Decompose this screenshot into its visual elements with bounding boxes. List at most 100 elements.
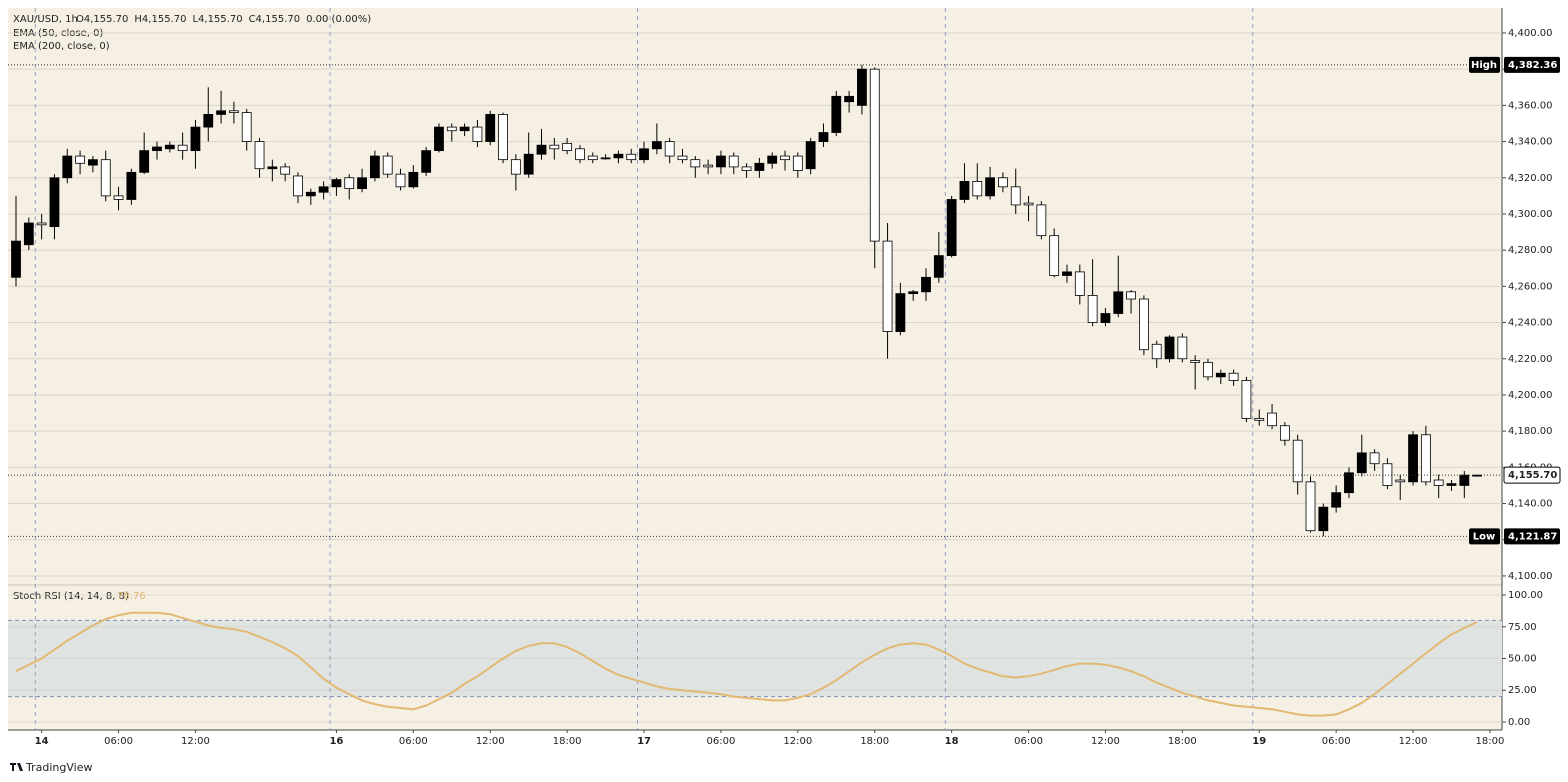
y-tick-label: 75.00 [1508, 622, 1537, 633]
candle-body [1267, 412, 1277, 427]
candle-body [318, 186, 329, 193]
marker-value: 4,121.87 [1508, 531, 1557, 542]
x-tick-label: 14 [35, 736, 49, 747]
candle-body [818, 132, 829, 142]
candle-body [1126, 291, 1136, 300]
y-tick-label: 4,400.00 [1508, 28, 1553, 39]
candle-body [36, 222, 47, 226]
candle-body [1459, 474, 1470, 486]
x-tick-label: 18:00 [1168, 736, 1197, 747]
ohlc-readout: L4,155.70 [192, 14, 242, 25]
candle-body [485, 114, 496, 142]
candle-body [651, 141, 662, 150]
marker-value: 4,382.36 [1508, 60, 1557, 71]
candle-body [805, 141, 816, 170]
candle-body [1254, 418, 1265, 421]
candle-body [549, 144, 560, 150]
candle-body [75, 155, 85, 164]
candle-body [203, 114, 214, 128]
x-tick-label: 06:00 [104, 736, 133, 747]
candle-body [1382, 463, 1393, 486]
candle-body [164, 144, 175, 150]
candle-body [1062, 271, 1072, 276]
marker-value-bg [1504, 56, 1560, 73]
x-tick-label: 06:00 [1014, 736, 1043, 747]
candle-body [49, 177, 60, 228]
y-tick-label: 4,240.00 [1508, 318, 1553, 329]
candle-body [1433, 479, 1444, 486]
x-tick-label: 12:00 [1091, 736, 1120, 747]
candle-body [921, 276, 931, 293]
candle-body [741, 166, 752, 171]
x-tick-label: 12:00 [783, 736, 812, 747]
candle-body [139, 150, 150, 173]
candle-body [408, 171, 419, 188]
candle-body [792, 155, 803, 171]
y-tick-label: 0.00 [1508, 717, 1530, 728]
candle-body [1305, 481, 1316, 532]
candle-body [1151, 343, 1162, 360]
candle-body [1472, 474, 1483, 477]
candle-body [1164, 336, 1175, 360]
candle-body [1049, 235, 1060, 276]
x-tick-label: 06:00 [707, 736, 736, 747]
candle-body [11, 240, 21, 278]
candle-body [895, 293, 906, 333]
x-tick-label: 18:00 [860, 736, 889, 747]
candle-body [369, 155, 380, 179]
candle-body [639, 148, 649, 161]
candle-body [434, 126, 444, 152]
x-tick-label: 17 [637, 736, 651, 747]
candle-body [600, 157, 611, 160]
marker-tag: Low [1473, 531, 1495, 542]
candle-body [1369, 452, 1380, 465]
candle-body [1023, 202, 1034, 206]
candle-body [985, 177, 995, 197]
candle-body [305, 191, 316, 197]
candle-body [780, 155, 790, 161]
candle-body [1177, 336, 1188, 360]
y-tick-label: 4,100.00 [1508, 571, 1553, 582]
marker-tag-bg [1469, 56, 1500, 73]
candle-body [933, 255, 944, 278]
logo [10, 763, 23, 771]
candle-body [62, 155, 73, 179]
candle-body [857, 68, 867, 106]
y-tick-label: 25.00 [1508, 685, 1537, 696]
candle-body [228, 110, 239, 114]
candle-body [703, 164, 714, 168]
candle-body [1087, 295, 1098, 323]
candle-body [267, 166, 278, 170]
x-tick-label: 12:00 [181, 736, 210, 747]
candle-body [844, 95, 855, 103]
y-tick-label: 4,360.00 [1508, 100, 1553, 111]
candle-body [677, 155, 688, 161]
y-tick-label: 4,140.00 [1508, 499, 1553, 510]
candle-body [946, 199, 957, 256]
candle-body [972, 180, 983, 197]
candle-body [152, 146, 162, 152]
candle-body [113, 195, 124, 200]
candle-body [1318, 506, 1329, 532]
candle-body [1395, 479, 1406, 483]
y-tick-label: 4,260.00 [1508, 281, 1553, 292]
x-tick-label: 18:00 [553, 736, 582, 747]
candle-body [1036, 204, 1047, 237]
x-tick-label: 12:00 [476, 736, 505, 747]
candle-body [331, 179, 342, 188]
candle-body [664, 141, 675, 157]
candle-body [716, 155, 726, 168]
x-tick-label: 06:00 [1322, 736, 1351, 747]
candle-body [357, 177, 367, 190]
candle-body [1203, 361, 1213, 378]
candle-body [498, 114, 508, 161]
stoch-value: 78.76 [117, 591, 146, 602]
candle-body [767, 155, 778, 164]
y-tick-label: 4,280.00 [1508, 245, 1553, 256]
symbol: XAU/USD, 1h [13, 14, 78, 25]
ohlc-readout: O4,155.70 [76, 14, 128, 25]
stoch-line [15, 611, 1478, 717]
footer-brand: TradingView [25, 761, 92, 774]
candle-body [177, 144, 188, 152]
